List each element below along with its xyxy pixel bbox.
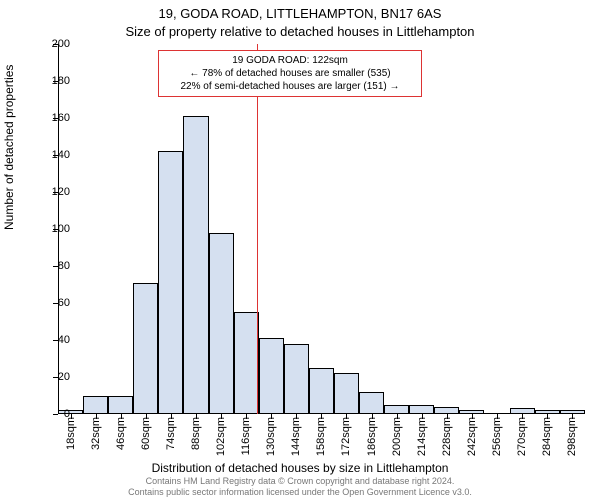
- attribution-text: Contains HM Land Registry data © Crown c…: [0, 476, 600, 498]
- annotation-line-3: 22% of semi-detached houses are larger (…: [165, 80, 415, 93]
- y-tick-label: 100: [40, 223, 70, 235]
- histogram-bar: [409, 405, 434, 414]
- histogram-bar: [434, 407, 459, 414]
- annotation-line-1: 19 GODA ROAD: 122sqm: [165, 54, 415, 67]
- x-tick-label: 186sqm: [366, 417, 378, 467]
- y-tick-label: 180: [40, 75, 70, 87]
- histogram-bar: [259, 338, 284, 414]
- histogram-bar: [510, 408, 535, 414]
- chart-container: 19, GODA ROAD, LITTLEHAMPTON, BN17 6AS S…: [0, 0, 600, 500]
- y-tick-label: 40: [40, 334, 70, 346]
- histogram-bar: [234, 312, 259, 414]
- x-tick-label: 242sqm: [466, 417, 478, 467]
- chart-subtitle: Size of property relative to detached ho…: [0, 24, 600, 39]
- annotation-box: 19 GODA ROAD: 122sqm ← 78% of detached h…: [158, 50, 422, 97]
- x-tick-label: 18sqm: [65, 417, 77, 467]
- chart-title-address: 19, GODA ROAD, LITTLEHAMPTON, BN17 6AS: [0, 6, 600, 21]
- histogram-bar: [359, 392, 384, 414]
- x-tick-label: 256sqm: [491, 417, 503, 467]
- x-tick-label: 130sqm: [265, 417, 277, 467]
- histogram-bar: [535, 410, 560, 414]
- histogram-bar: [384, 405, 409, 414]
- annotation-line-2: ← 78% of detached houses are smaller (53…: [165, 67, 415, 80]
- x-tick-label: 228sqm: [441, 417, 453, 467]
- histogram-bar: [83, 396, 108, 415]
- histogram-bar: [459, 410, 484, 414]
- attribution-line-2: Contains public sector information licen…: [0, 487, 600, 498]
- histogram-bar: [183, 116, 208, 414]
- histogram-bar: [209, 233, 234, 414]
- x-tick-label: 88sqm: [190, 417, 202, 467]
- x-tick-label: 102sqm: [215, 417, 227, 467]
- x-tick-label: 32sqm: [90, 417, 102, 467]
- y-tick-label: 140: [40, 149, 70, 161]
- x-tick-label: 74sqm: [165, 417, 177, 467]
- histogram-bar: [284, 344, 309, 414]
- y-tick-label: 80: [40, 260, 70, 272]
- y-tick-label: 160: [40, 112, 70, 124]
- y-tick-label: 60: [40, 297, 70, 309]
- histogram-bar: [560, 410, 585, 414]
- x-tick-label: 116sqm: [240, 417, 252, 467]
- x-axis-label: Distribution of detached houses by size …: [0, 461, 600, 475]
- y-tick-label: 20: [40, 371, 70, 383]
- histogram-bars: [58, 44, 583, 414]
- x-tick-label: 158sqm: [315, 417, 327, 467]
- histogram-bar: [108, 396, 133, 415]
- x-tick-label: 172sqm: [340, 417, 352, 467]
- histogram-bar: [334, 373, 359, 414]
- x-tick-label: 214sqm: [416, 417, 428, 467]
- x-tick-label: 270sqm: [516, 417, 528, 467]
- histogram-bar: [158, 151, 183, 414]
- y-tick-label: 120: [40, 186, 70, 198]
- histogram-bar: [133, 283, 158, 414]
- x-tick-label: 60sqm: [140, 417, 152, 467]
- x-tick-label: 284sqm: [541, 417, 553, 467]
- x-tick-label: 200sqm: [391, 417, 403, 467]
- plot-area: 19 GODA ROAD: 122sqm ← 78% of detached h…: [58, 44, 583, 414]
- attribution-line-1: Contains HM Land Registry data © Crown c…: [0, 476, 600, 487]
- x-tick-label: 298sqm: [566, 417, 578, 467]
- reference-line: [257, 44, 258, 414]
- x-tick-label: 46sqm: [115, 417, 127, 467]
- histogram-bar: [309, 368, 334, 414]
- y-axis-label: Number of detached properties: [2, 65, 16, 230]
- x-tick-label: 144sqm: [290, 417, 302, 467]
- y-tick-label: 200: [40, 38, 70, 50]
